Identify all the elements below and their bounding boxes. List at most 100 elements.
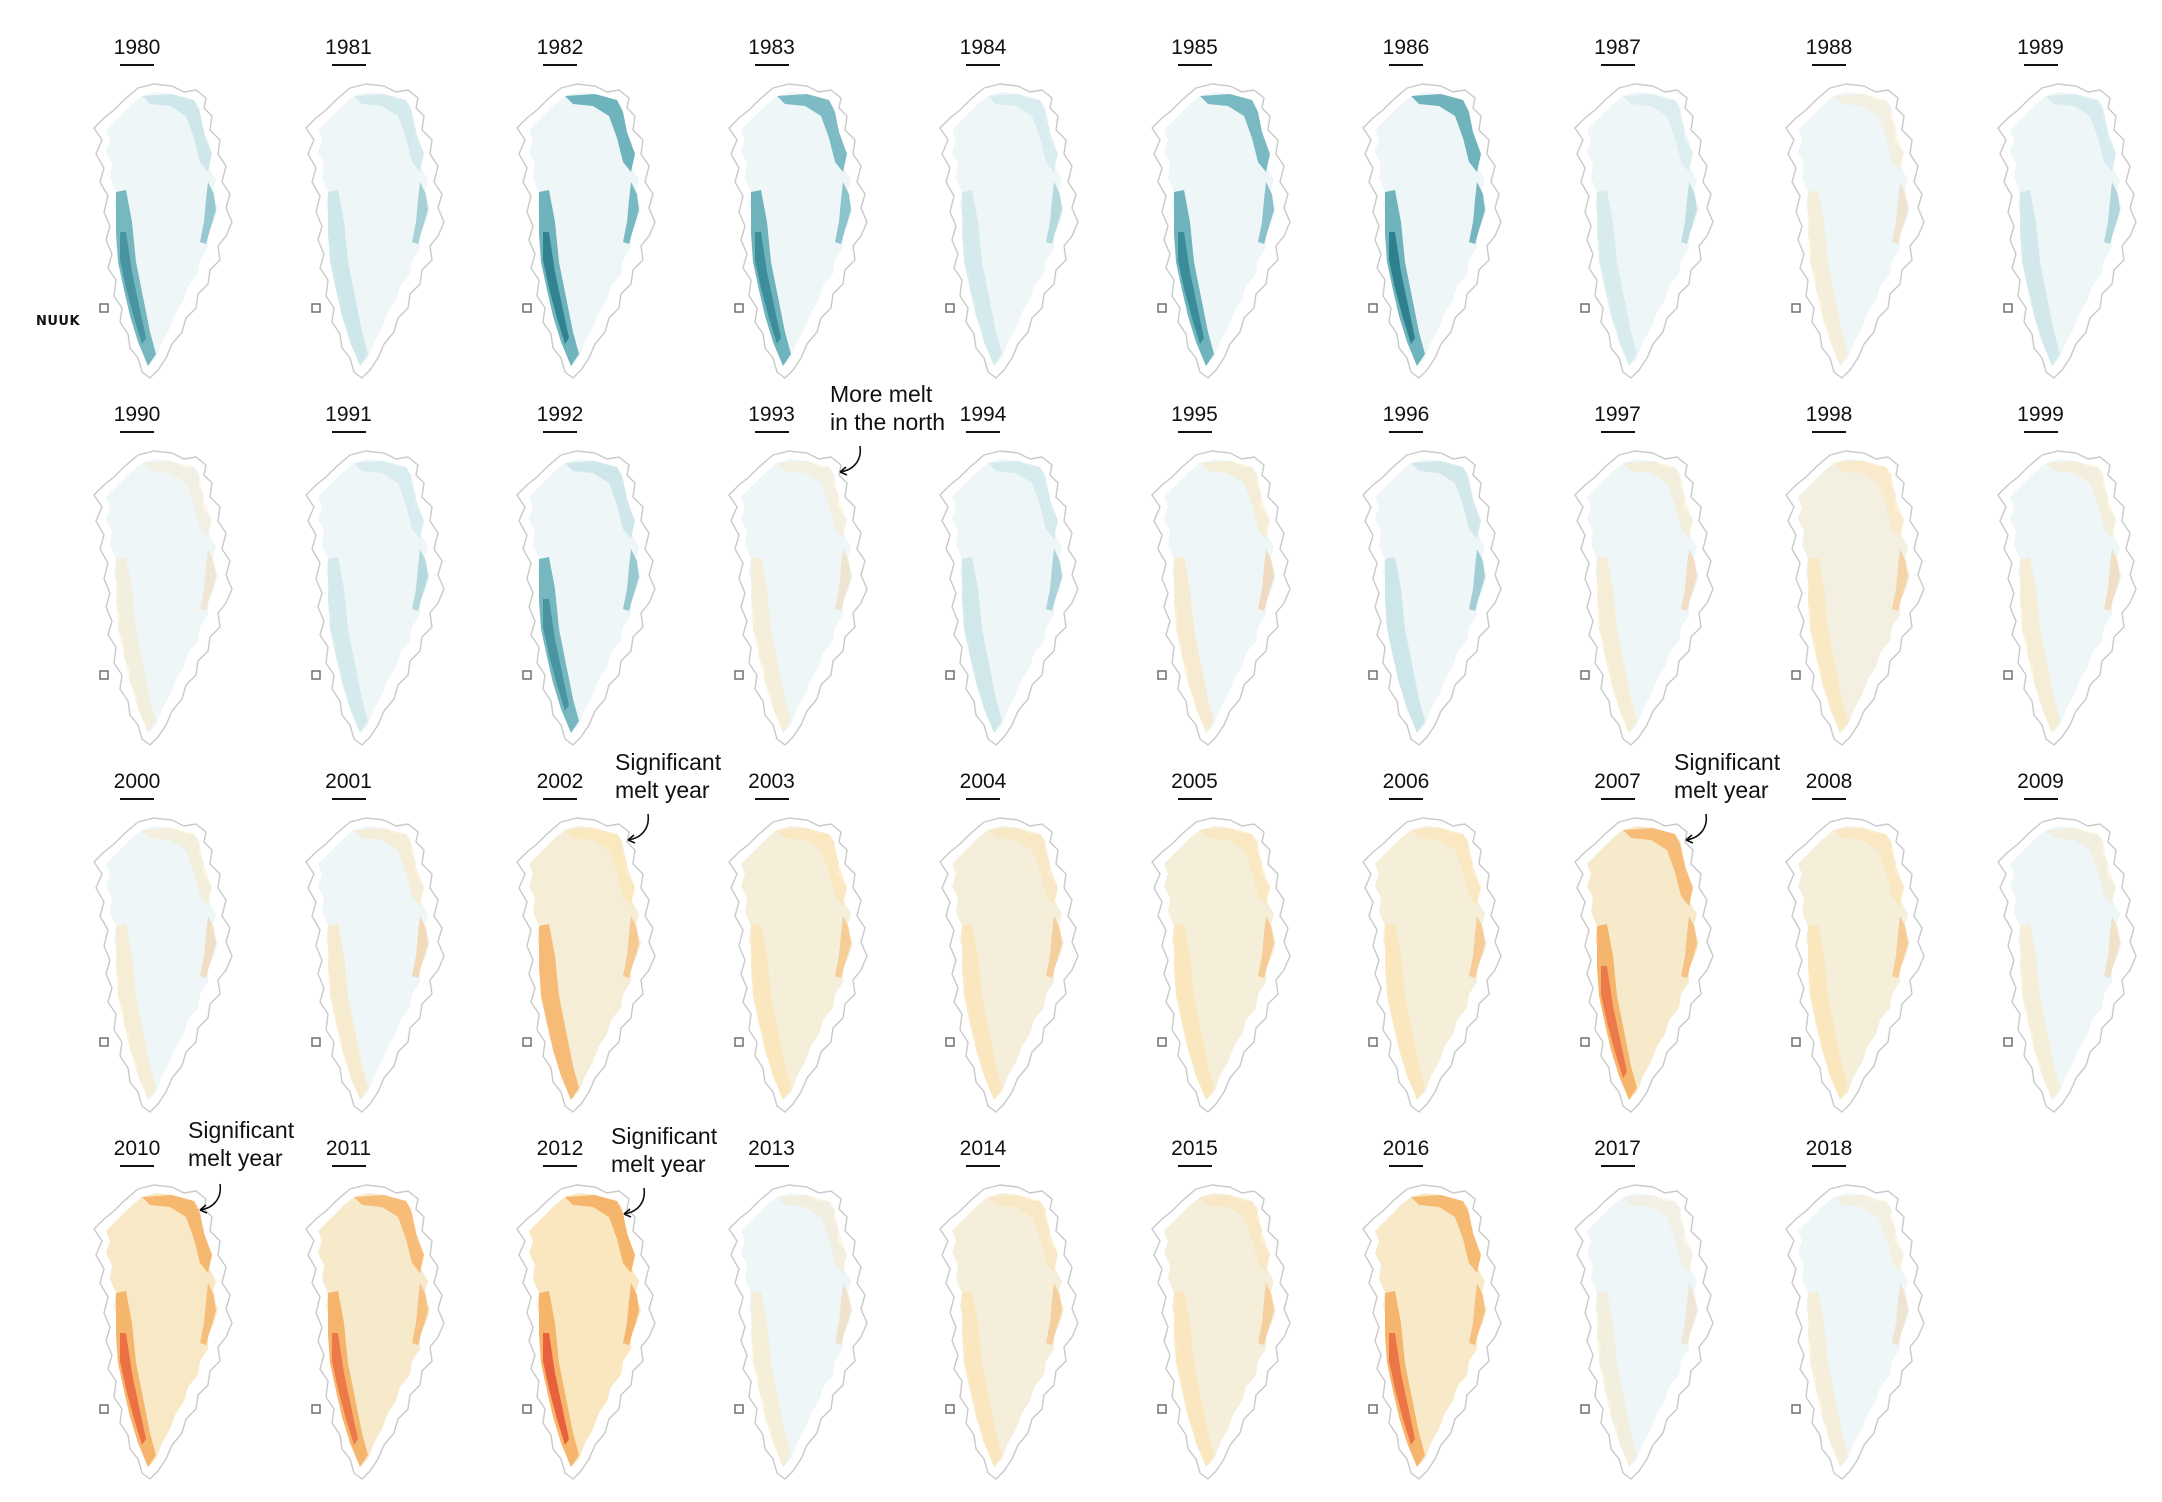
east-margin-anomaly xyxy=(2103,549,2120,611)
annotation-more-melt-north: More melt in the north xyxy=(830,380,945,436)
nuuk-marker xyxy=(310,670,321,680)
greenland-map xyxy=(1785,450,1925,746)
year-map-panel: 2008 xyxy=(1734,734,1925,1113)
east-margin-anomaly xyxy=(1257,549,1274,611)
year-label: 1984 xyxy=(959,36,1007,59)
year-map-panel: 1990 xyxy=(42,367,233,746)
nuuk-marker xyxy=(522,1037,532,1047)
north-margin-anomaly xyxy=(2045,828,2116,906)
year-map-panel: 2007 xyxy=(1523,734,1714,1113)
year-underline xyxy=(1389,1165,1423,1167)
year-map-panel: 1992 xyxy=(465,367,656,746)
year-label: 2015 xyxy=(1171,1137,1218,1160)
year-underline xyxy=(331,798,366,800)
east-margin-anomaly xyxy=(1257,182,1274,244)
east-margin-anomaly xyxy=(1469,549,1485,611)
west-core-anomaly xyxy=(1177,232,1204,344)
north-margin-anomaly xyxy=(1834,461,1904,539)
greenland-map xyxy=(1150,817,1291,1113)
west-core-anomaly xyxy=(543,1333,569,1445)
annotation-line: in the north xyxy=(830,409,946,435)
west-core-anomaly xyxy=(120,1333,146,1445)
year-label: 1996 xyxy=(1382,403,1430,426)
annotation-significant-2010: Significant melt year xyxy=(188,1116,294,1172)
east-margin-anomaly xyxy=(1892,1283,1908,1345)
year-underline xyxy=(331,431,366,433)
greenland-map xyxy=(93,83,233,379)
nuuk-marker xyxy=(1368,1037,1378,1047)
east-margin-anomaly xyxy=(1257,1283,1274,1345)
nuuk-marker xyxy=(2002,303,2013,313)
year-underline xyxy=(331,1165,366,1167)
east-margin-anomaly xyxy=(200,1283,216,1345)
year-map-panel: 1989 xyxy=(1946,0,2137,379)
west-margin-anomaly xyxy=(2019,190,2060,366)
east-margin-anomaly xyxy=(1892,182,1908,244)
nuuk-marker xyxy=(522,670,532,680)
north-margin-anomaly xyxy=(776,1195,847,1273)
north-margin-anomaly xyxy=(565,828,635,906)
north-margin-anomaly xyxy=(1834,94,1904,172)
nuuk-marker xyxy=(945,1037,955,1047)
year-label: 2008 xyxy=(1805,770,1853,793)
year-underline xyxy=(1389,431,1423,433)
west-core-anomaly xyxy=(754,232,781,344)
greenland-map xyxy=(93,450,233,746)
east-margin-anomaly xyxy=(834,1283,851,1345)
annotation-arrow xyxy=(627,813,650,844)
greenland-map xyxy=(1785,1184,1925,1480)
nuuk-marker xyxy=(1368,303,1378,313)
nuuk-marker xyxy=(1791,1404,1801,1414)
east-margin-anomaly xyxy=(411,549,428,611)
north-margin-anomaly xyxy=(565,94,635,172)
north-margin-anomaly xyxy=(1622,1195,1693,1273)
year-map-panel: 1995 xyxy=(1100,367,1291,746)
greenland-map xyxy=(1150,83,1291,379)
year-underline xyxy=(120,431,154,433)
nuuk-marker xyxy=(2002,670,2013,680)
nuuk-marker xyxy=(1579,1037,1590,1047)
greenland-map xyxy=(939,817,1079,1113)
nuuk-marker xyxy=(310,303,321,313)
year-label: 1986 xyxy=(1382,36,1430,59)
north-margin-anomaly xyxy=(142,461,212,539)
year-underline xyxy=(754,431,789,433)
year-underline xyxy=(543,64,577,66)
west-margin-anomaly xyxy=(962,924,1002,1100)
year-underline xyxy=(966,1165,1000,1167)
year-label: 1989 xyxy=(2017,36,2064,59)
nuuk-marker xyxy=(99,670,109,680)
north-margin-anomaly xyxy=(1411,461,1481,539)
north-margin-anomaly xyxy=(353,461,424,539)
nuuk-marker xyxy=(522,303,532,313)
year-underline xyxy=(966,431,1000,433)
nuuk-marker xyxy=(310,1404,321,1414)
greenland-map xyxy=(516,83,656,379)
west-margin-anomaly xyxy=(750,1291,791,1467)
nuuk-marker xyxy=(1579,303,1590,313)
year-map-panel: 1988 xyxy=(1734,0,1925,379)
greenland-map xyxy=(93,1184,233,1480)
ice-sheet xyxy=(106,459,218,733)
west-margin-anomaly xyxy=(962,557,1002,733)
year-label: 1998 xyxy=(1805,403,1853,426)
year-underline xyxy=(1812,798,1846,800)
north-margin-anomaly xyxy=(988,461,1058,539)
annotation-significant-2002: Significant melt year xyxy=(615,748,721,804)
year-label: 1980 xyxy=(113,36,161,59)
nuuk-marker xyxy=(1156,1404,1167,1414)
year-label: 2011 xyxy=(325,1137,372,1160)
annotation-line: Significant xyxy=(611,1123,718,1149)
year-underline xyxy=(754,64,789,66)
north-margin-anomaly xyxy=(1199,94,1270,172)
east-margin-anomaly xyxy=(834,182,851,244)
annotation-line: Significant xyxy=(615,749,722,775)
greenland-map xyxy=(1573,83,1714,379)
year-label: 1990 xyxy=(113,403,161,426)
year-underline xyxy=(966,64,1000,66)
year-underline xyxy=(1389,798,1423,800)
west-margin-anomaly xyxy=(327,924,368,1100)
east-margin-anomaly xyxy=(834,916,851,978)
year-map-panel: 2011 xyxy=(254,1101,445,1480)
north-margin-anomaly xyxy=(776,461,847,539)
